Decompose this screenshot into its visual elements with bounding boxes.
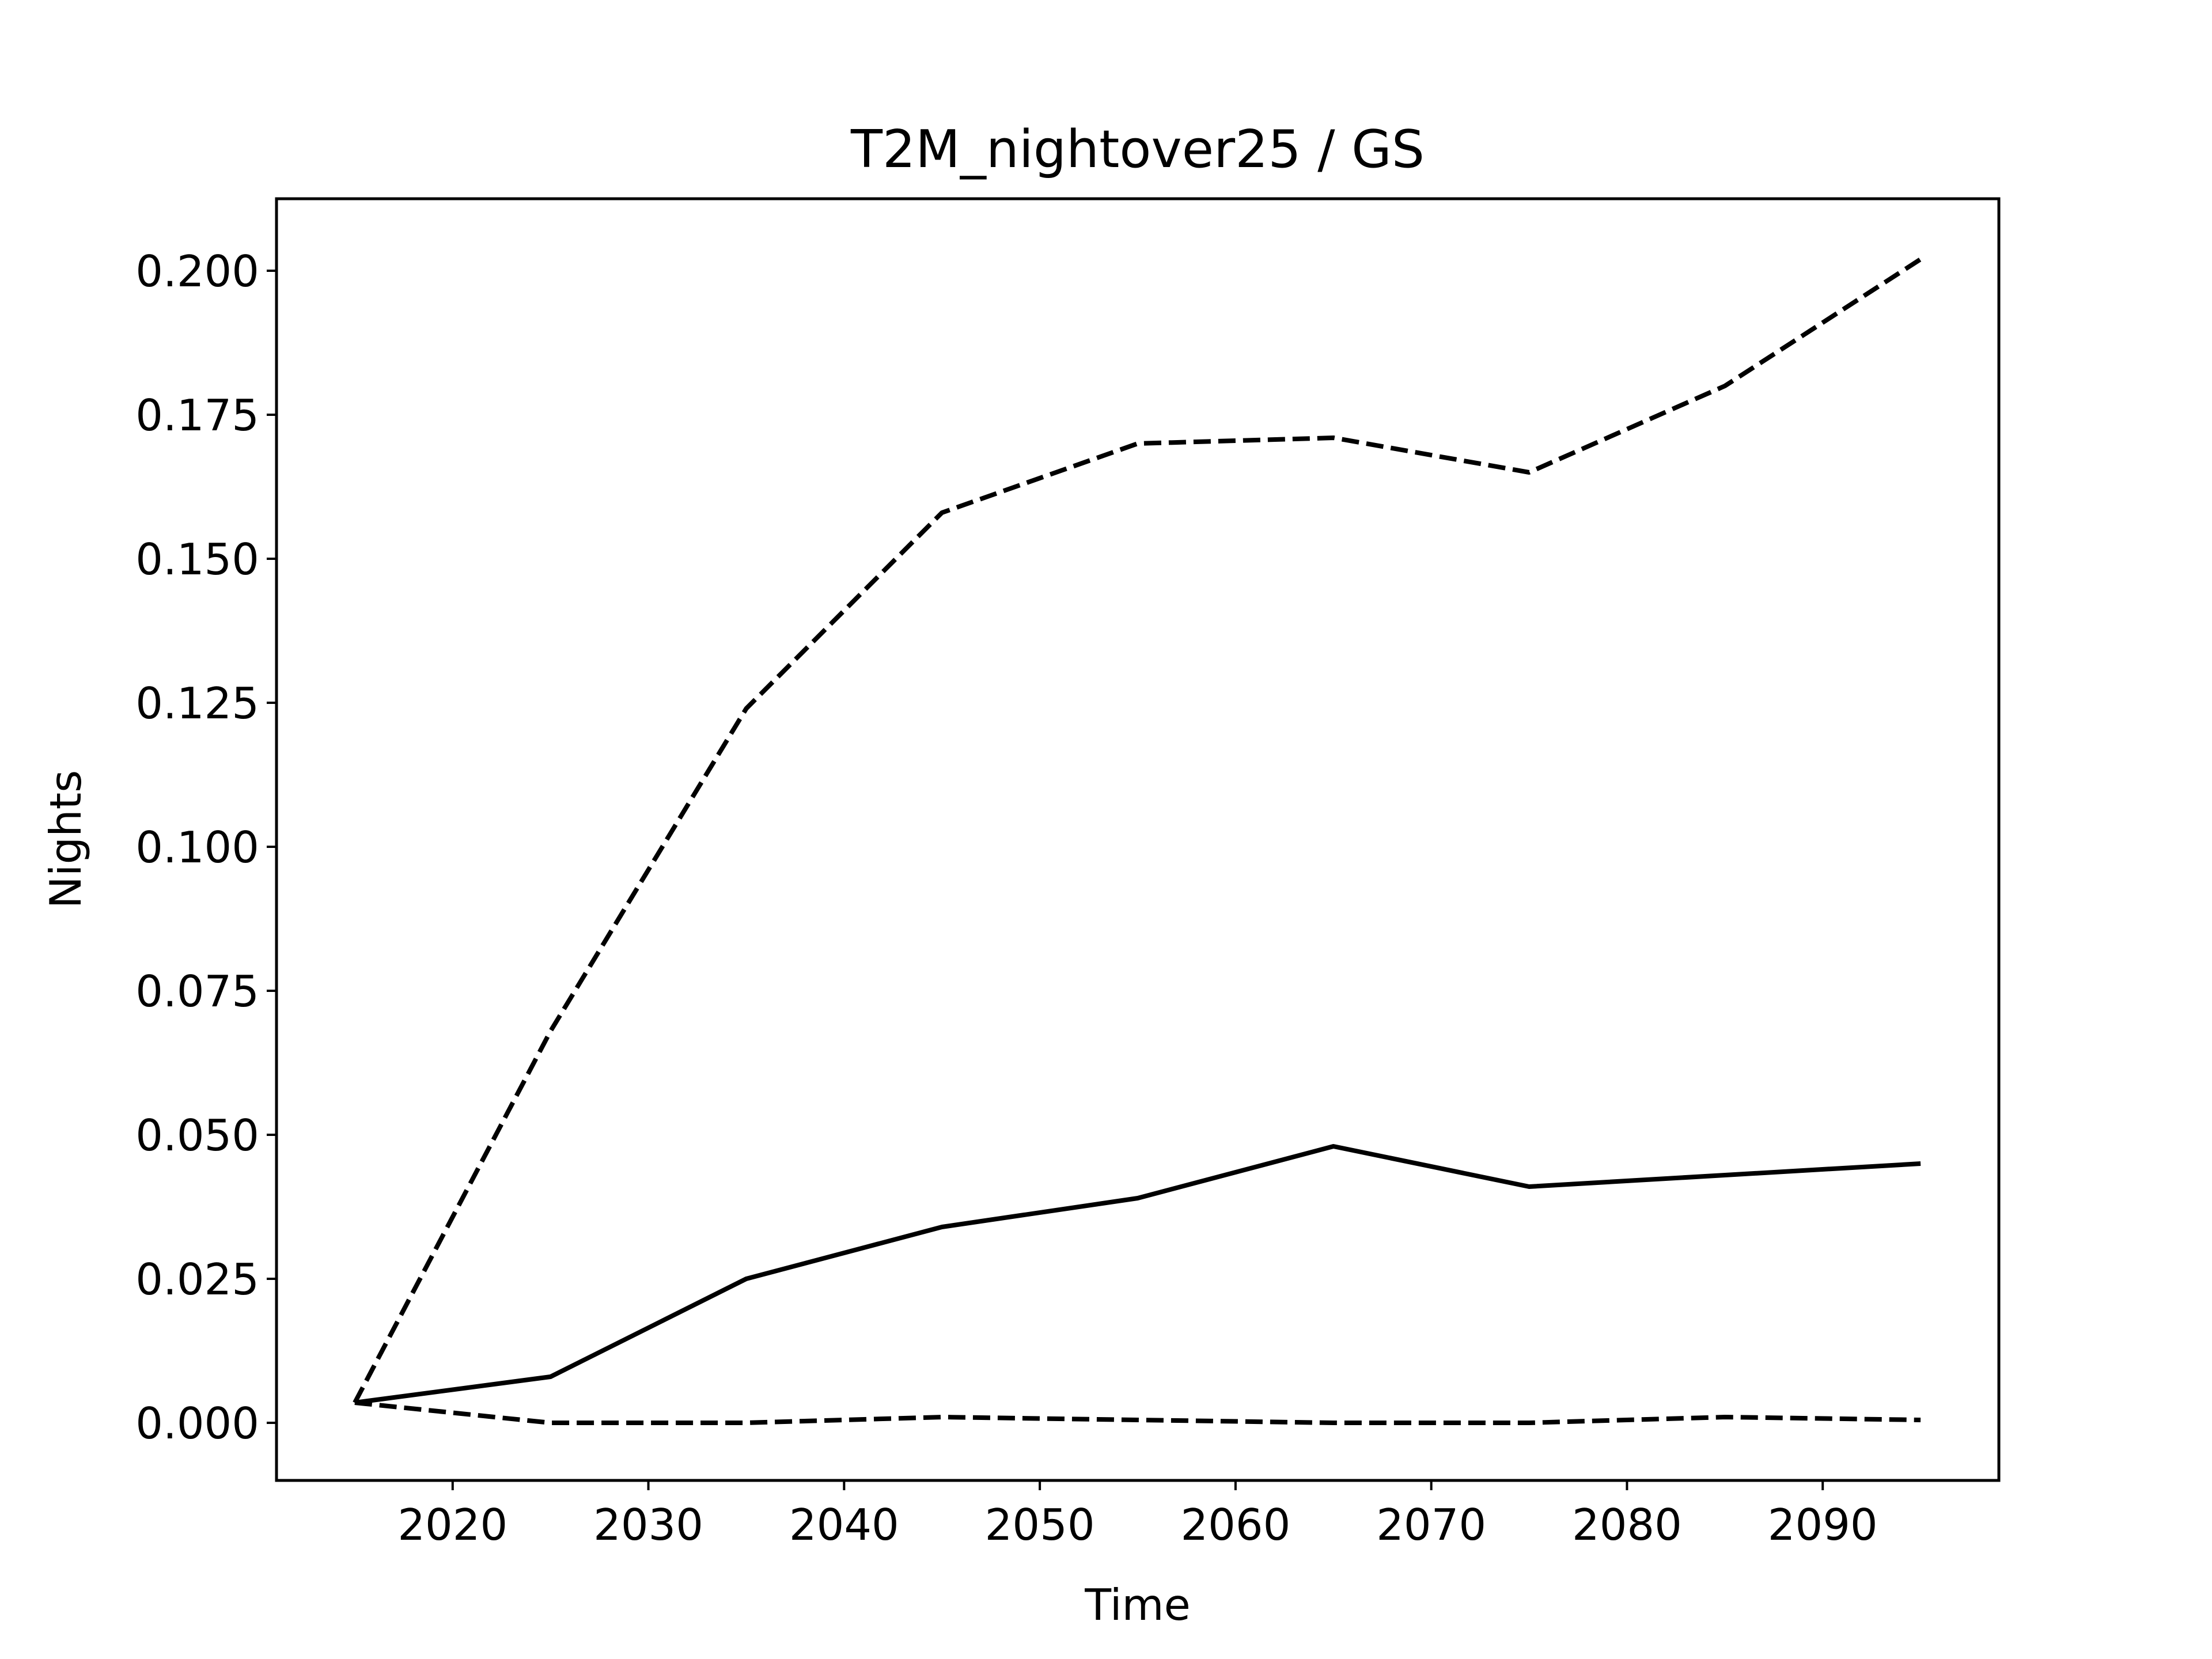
y-tick-label: 0.175 <box>135 390 259 441</box>
x-tick-label: 2080 <box>1572 1499 1682 1550</box>
x-tick-label: 2020 <box>397 1499 507 1550</box>
x-tick-label: 2050 <box>985 1499 1095 1550</box>
y-tick-label: 0.125 <box>135 678 259 729</box>
series-line-2 <box>353 257 1922 1404</box>
y-axis: 0.000 0.025 0.050 0.075 0.100 0.125 0.150 0.175… <box>135 246 276 1449</box>
x-tick-label: 2030 <box>593 1499 703 1550</box>
series-line-1 <box>354 1144 1921 1405</box>
series-line-3 <box>354 1400 1921 1425</box>
x-tick-label: 2070 <box>1376 1499 1486 1550</box>
chart-title: T2M_nightover25 / GS <box>850 119 1425 180</box>
y-tick-label: 0.200 <box>135 246 259 297</box>
x-tick-label: 2060 <box>1180 1499 1290 1550</box>
x-tick-label: 2040 <box>789 1499 899 1550</box>
y-tick-label: 0.150 <box>135 534 259 585</box>
y-tick-label: 0.050 <box>135 1110 259 1161</box>
y-tick-label: 0.025 <box>135 1254 259 1305</box>
x-axis: 2020 2030 2040 2050 2060 2070 2080 2090 <box>397 1480 1878 1550</box>
x-axis-label: Time <box>1084 1580 1191 1630</box>
y-axis-label: Nights <box>40 770 91 909</box>
plot-frame <box>275 197 2001 1482</box>
y-tick-label: 0.100 <box>135 822 259 873</box>
y-tick-label: 0.000 <box>135 1398 259 1449</box>
y-tick-label: 0.075 <box>135 966 259 1017</box>
x-tick-label: 2090 <box>1768 1499 1878 1550</box>
series-layer <box>353 257 1922 1425</box>
